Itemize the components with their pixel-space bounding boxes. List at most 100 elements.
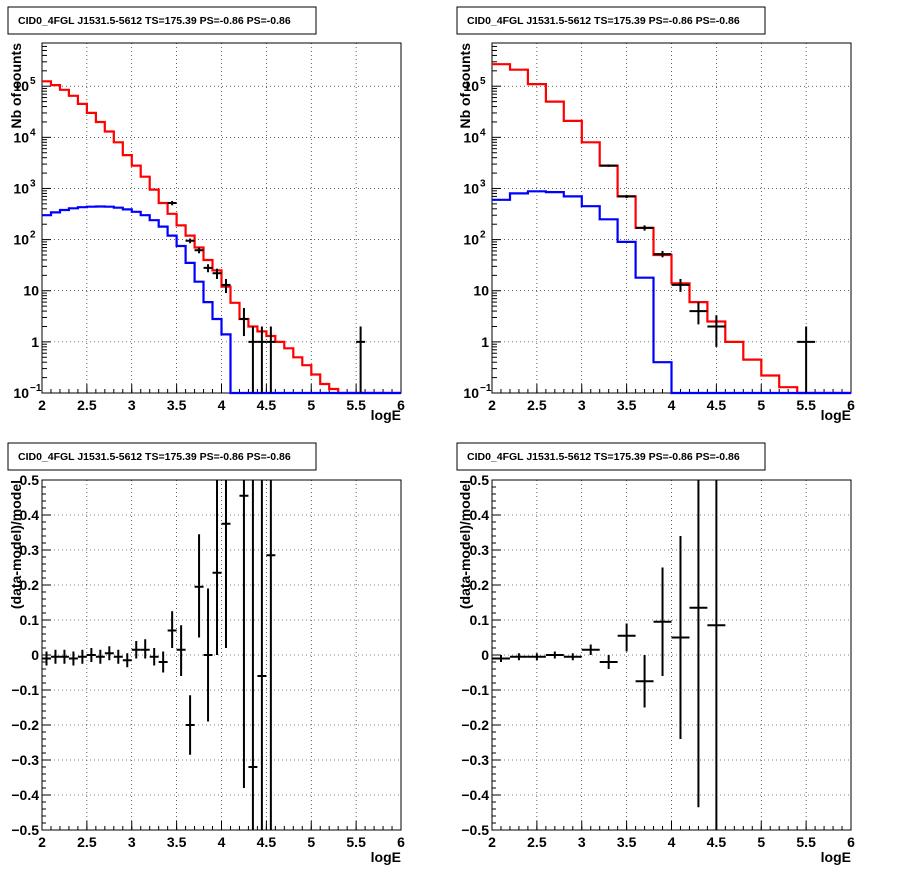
- y-tick-label: −0.2: [11, 717, 39, 733]
- x-tick-label: 4: [668, 834, 676, 850]
- title-box: [7, 6, 317, 35]
- y-tick-label: 1: [481, 334, 489, 350]
- total-model-histogram: [42, 80, 401, 395]
- counts-panel-left: CID0_4FGL J1531.5-5612 TS=175.39 PS=-0.8…: [7, 6, 405, 423]
- data-point: [203, 588, 213, 722]
- data-point: [257, 480, 267, 830]
- y-tick-exponent: 2: [30, 230, 36, 241]
- data-point: [671, 536, 690, 739]
- y-tick-label: 10: [463, 232, 479, 248]
- plot-marks: [492, 63, 851, 395]
- data-point: [212, 480, 222, 655]
- x-tick-label: 5.5: [796, 834, 816, 850]
- x-axis: 2 2.5 3 3.5 4 4.5 5 5.5 6: [488, 821, 855, 850]
- y-tick-label: 10: [463, 129, 479, 145]
- data-point: [599, 164, 618, 167]
- y-tick-label: 0.3: [470, 542, 490, 558]
- x-tick-label: 4: [218, 397, 226, 413]
- y-tick-exponent: 4: [480, 127, 486, 138]
- data-point: [113, 649, 123, 664]
- data-point: [671, 278, 690, 292]
- x-tick-label: 2: [38, 397, 46, 413]
- y-tick-label: 10: [23, 283, 39, 299]
- x-axis: 2 2.5 3 3.5 4 4.5 5 5.5 6: [38, 384, 405, 413]
- x-tick-label: 3.5: [617, 834, 637, 850]
- data-point: [167, 200, 177, 206]
- y-tick-label: −0.1: [461, 682, 489, 698]
- y-tick-label: 10: [13, 232, 29, 248]
- x-axis: 2 2.5 3 3.5 4 4.5 5 5.5 6: [488, 384, 855, 413]
- y-tick-exponent: 3: [30, 178, 36, 189]
- y-tick-label: −0.2: [461, 717, 489, 733]
- x-axis-label: logE: [821, 849, 851, 865]
- y-axis: −0.5 −0.4 −0.3 −0.2 −0.1 0 0.1 0.2 0.3 0.4 0.5: [461, 472, 501, 838]
- y-tick-label: 10: [463, 78, 479, 94]
- x-tick-label: 5: [307, 834, 315, 850]
- data-point: [50, 649, 60, 664]
- data-point: [203, 264, 213, 273]
- x-tick-label: 3: [578, 834, 586, 850]
- x-tick-label: 4: [668, 397, 676, 413]
- x-axis-label: logE: [371, 849, 401, 865]
- x-tick-label: 3.5: [167, 397, 187, 413]
- data-point: [653, 567, 672, 676]
- x-tick-label: 4.5: [707, 834, 727, 850]
- counts-panel-right: CID0_4FGL J1531.5-5612 TS=175.39 PS=-0.8…: [456, 6, 855, 423]
- x-tick-label: 2.5: [77, 834, 97, 850]
- y-tick-label: 0.4: [470, 507, 490, 523]
- y-tick-label: −0.3: [11, 752, 39, 768]
- data-point: [167, 611, 177, 648]
- data-point: [59, 649, 69, 664]
- plot-marks: [42, 480, 276, 830]
- y-tick-label: 0.4: [20, 507, 40, 523]
- x-tick-label: 2: [488, 397, 496, 413]
- data-point: [131, 641, 141, 659]
- y-axis-label: (data-model)/model: [8, 480, 24, 609]
- y-tick-label: 0.1: [470, 612, 490, 628]
- data-point: [509, 653, 528, 661]
- data-point: [266, 326, 276, 393]
- y-tick-exponent: 2: [480, 230, 486, 241]
- y-tick-label: 10: [13, 180, 29, 196]
- y-tick-label: −0.5: [461, 822, 489, 838]
- y-tick-label: −0.5: [11, 822, 39, 838]
- x-tick-label: 5.5: [346, 834, 366, 850]
- x-tick-label: 6: [847, 397, 855, 413]
- x-axis-label: logE: [371, 407, 401, 423]
- data-point: [599, 655, 618, 669]
- panel-title: CID0_4FGL J1531.5-5612 TS=175.39 PS=-0.8…: [18, 451, 291, 463]
- data-point: [194, 534, 204, 638]
- data-point: [527, 653, 546, 661]
- x-tick-label: 3: [578, 397, 586, 413]
- y-tick-label: 0.1: [20, 612, 40, 628]
- grid: [42, 43, 401, 393]
- panel-title: CID0_4FGL J1531.5-5612 TS=175.39 PS=-0.8…: [18, 15, 291, 27]
- x-tick-label: 6: [847, 834, 855, 850]
- title-box: [456, 442, 766, 471]
- data-point: [492, 655, 510, 662]
- data-point: [86, 648, 96, 662]
- plot-marks: [42, 80, 401, 395]
- x-tick-label: 5.5: [796, 397, 816, 413]
- data-point: [617, 194, 636, 199]
- y-axis-label: Nb of counts: [8, 43, 24, 129]
- x-tick-label: 4.5: [707, 397, 727, 413]
- source-model-histogram: [42, 205, 401, 395]
- y-tick-label: −0.1: [11, 682, 39, 698]
- data-point: [257, 326, 267, 393]
- y-tick-label: 0.5: [470, 472, 490, 488]
- data-point: [635, 225, 654, 231]
- data-point: [563, 653, 582, 661]
- data-point: [239, 307, 249, 337]
- y-tick-label: 0.3: [20, 542, 40, 558]
- y-tick-label: 10: [13, 78, 29, 94]
- x-tick-label: 2: [488, 834, 496, 850]
- data-point: [185, 238, 195, 244]
- data-point: [140, 639, 150, 659]
- panel-title: CID0_4FGL J1531.5-5612 TS=175.39 PS=-0.8…: [467, 451, 740, 463]
- y-tick-label: 0: [481, 647, 489, 663]
- y-tick-label: 10: [13, 129, 29, 145]
